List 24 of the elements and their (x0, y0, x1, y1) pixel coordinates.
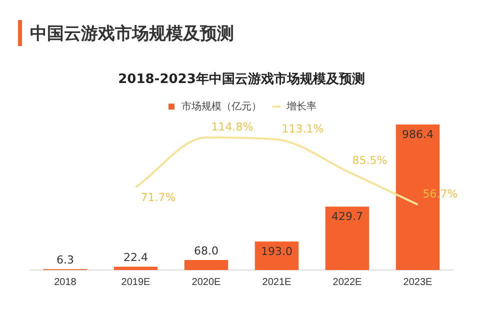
legend-label: 市场规模（亿元） (182, 100, 262, 112)
x-tick-label: 2019E (121, 276, 151, 288)
legend-label: 增长率 (286, 100, 316, 112)
data-label: 22.4 (124, 251, 148, 264)
x-tick-label: 2018 (54, 276, 77, 288)
data-label: 6.3 (56, 253, 74, 266)
x-tick-label: 2021E (262, 276, 292, 288)
bar (184, 260, 228, 270)
bar (114, 266, 158, 270)
chart-subtitle: 中国云游戏市场规模及预测 (30, 22, 234, 44)
chart-title: 2018-2023年中国云游戏市场规模及预测 (118, 71, 365, 88)
bar (325, 206, 370, 270)
data-label: 986.4 (402, 128, 434, 141)
x-tick-label: 2023E (403, 276, 433, 288)
data-label: 193.0 (261, 244, 292, 258)
data-label: 71.7% (140, 191, 176, 204)
data-label: 114.8% (211, 120, 254, 134)
bar (254, 242, 299, 270)
data-label: 429.7 (332, 210, 363, 223)
data-label: 113.1% (282, 122, 324, 136)
x-tick-label: 2020E (192, 276, 222, 288)
data-label: 68.0 (194, 244, 218, 258)
data-label: 85.5% (352, 154, 388, 168)
x-tick-label: 2022E (332, 276, 362, 288)
